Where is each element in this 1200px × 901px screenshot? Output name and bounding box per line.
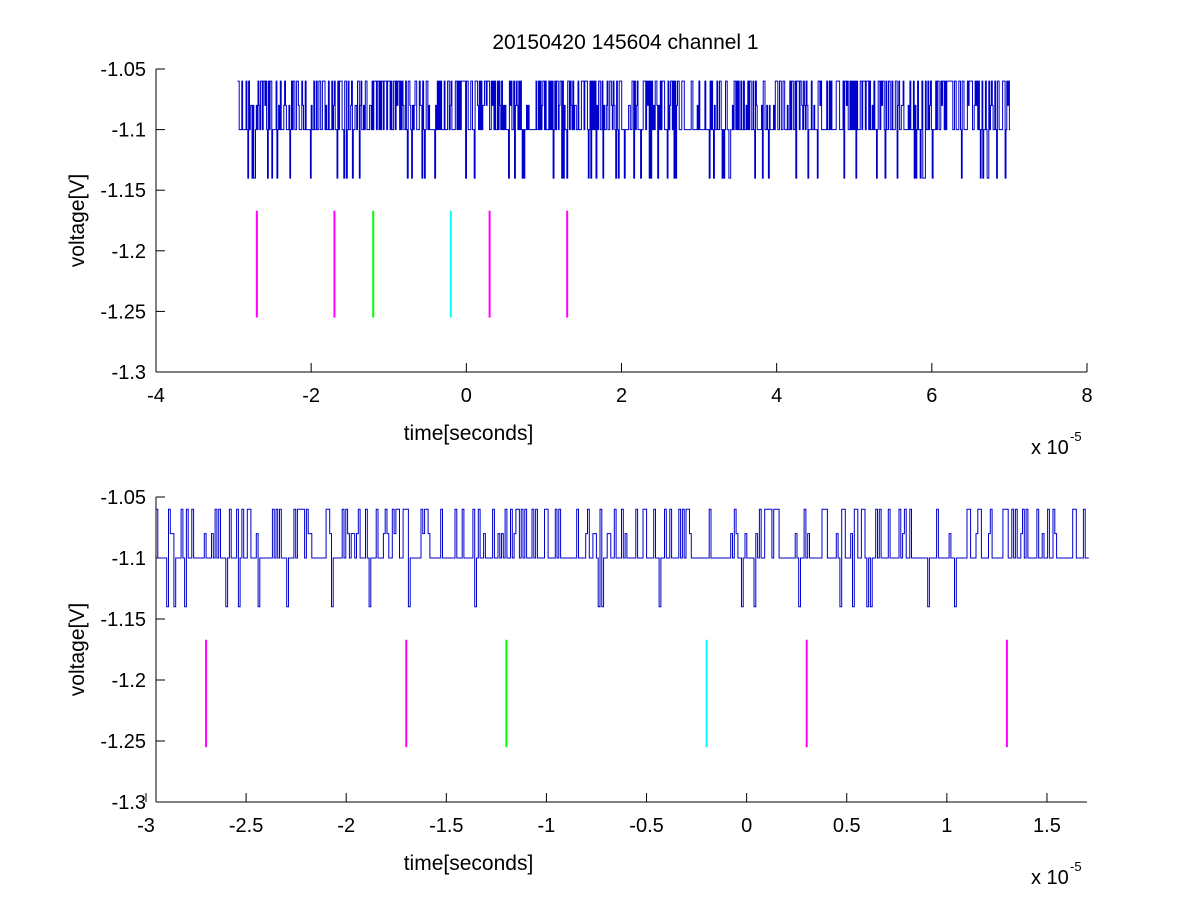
y-tick-label: -1.05 [100,59,146,81]
x-multiplier-exponent: -5 [1070,429,1082,444]
x-tick-label: -4 [147,385,165,407]
x-tick-label: 0.5 [833,815,861,837]
x-tick-label: 2 [616,385,627,407]
x-tick-label: 0 [461,385,472,407]
x-tick-label: 1 [941,815,952,837]
y-tick-label: -1.3 [112,792,146,814]
x-tick-label: -1.5 [429,815,463,837]
y-tick-label: -1.1 [112,120,146,142]
x-axis-label: time[seconds] [404,422,534,445]
x-tick-label: -1 [538,815,556,837]
y-axis-label: voltage[V] [66,603,89,696]
x-multiplier-label: x 10 [1031,867,1069,889]
y-tick-label: -1.2 [112,670,146,692]
x-tick-label: 4 [771,385,782,407]
y-tick-label: -1.25 [100,731,146,753]
x-tick-label: -3 [137,815,155,837]
y-tick-label: -1.15 [100,180,146,202]
x-tick-label: 6 [926,385,937,407]
chart-title: 20150420 145604 channel 1 [492,31,758,54]
x-tick-label: -2 [302,385,320,407]
x-axis-label: time[seconds] [404,852,534,875]
x-tick-label: -2.5 [229,815,263,837]
y-tick-label: -1.25 [100,301,146,323]
y-tick-label: -1.15 [100,609,146,631]
x-tick-label: 1.5 [1033,815,1061,837]
x-tick-label: 8 [1081,385,1092,407]
y-tick-label: -1.1 [112,548,146,570]
x-tick-label: 0 [741,815,752,837]
signal-line [237,80,1011,179]
y-tick-label: -1.2 [112,241,146,263]
y-axis-label: voltage[V] [66,174,89,267]
x-multiplier-exponent: -5 [1070,859,1082,874]
bottom-chart-panel: -3 -2.5 -2 -1.5 -1 -0.5 0 0.5 1 1.5 -1.3 -1.25 -1.2 -… [66,487,1089,889]
signal-line [156,508,1089,608]
x-tick-label: -0.5 [629,815,663,837]
y-tick-label: -1.3 [112,362,146,384]
x-tick-label: -2 [337,815,355,837]
top-chart-panel: -4 -2 0 2 4 6 8 -1.3 -1.25 -1.2 -1.15 -1.1 -1.05 time… [66,31,1093,459]
x-multiplier-label: x 10 [1031,437,1069,459]
y-tick-label: -1.05 [100,487,146,509]
